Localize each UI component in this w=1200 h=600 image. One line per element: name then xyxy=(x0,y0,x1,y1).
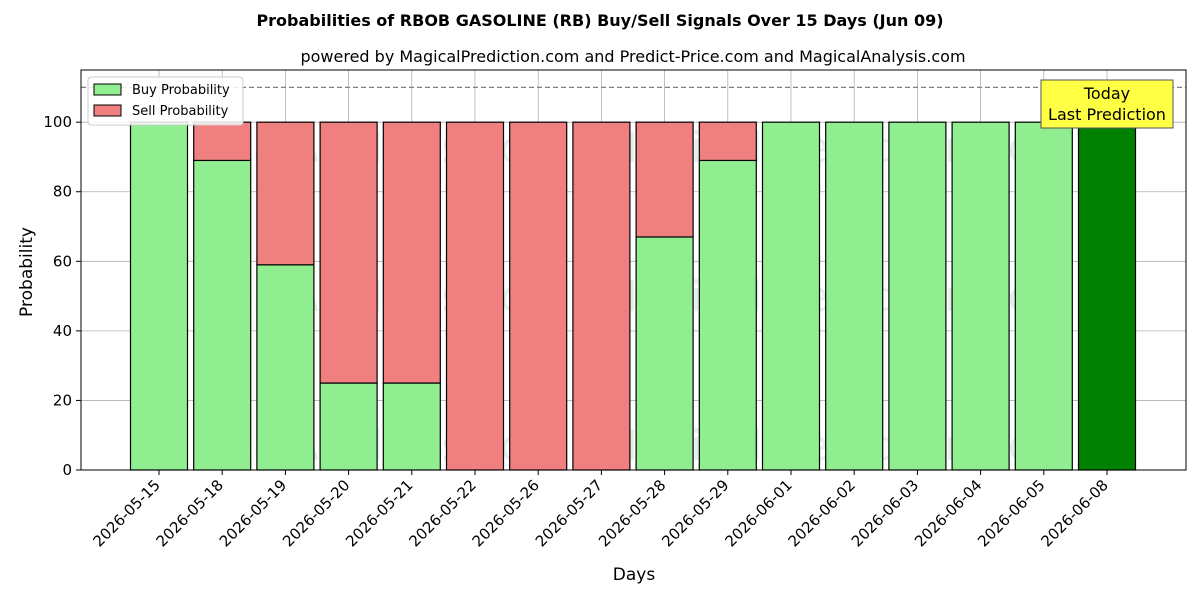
x-tick-label: 2026-05-18 xyxy=(153,476,227,550)
x-tick-label: 2026-05-27 xyxy=(532,476,606,550)
y-ticks: 0 20 40 60 80 100 xyxy=(43,113,81,479)
y-tick-label: 0 xyxy=(62,461,72,479)
bar-buy xyxy=(761,121,821,471)
today-label: Today xyxy=(1083,84,1130,103)
x-tick-label: 2026-05-22 xyxy=(405,476,479,550)
bar-sell xyxy=(256,121,315,266)
legend-swatch xyxy=(93,104,122,117)
bars xyxy=(129,121,1137,471)
x-tick-label: 2026-06-02 xyxy=(785,476,859,550)
x-tick-label: 2026-05-26 xyxy=(469,476,543,550)
bar-sell xyxy=(319,121,378,384)
x-ticks: 2026-05-152026-05-182026-05-192026-05-20… xyxy=(89,470,1112,550)
today-annotation: Today Last Prediction xyxy=(1040,79,1174,129)
plot-frame xyxy=(80,69,1187,471)
x-tick-label: 2026-05-21 xyxy=(342,476,416,550)
x-tick-label: 2026-05-28 xyxy=(595,476,669,550)
bar-sell xyxy=(635,121,694,238)
bar-buy xyxy=(1077,121,1137,471)
bar-buy xyxy=(129,121,189,471)
legend-box xyxy=(87,76,244,126)
x-tick-label: 2026-05-15 xyxy=(89,476,163,550)
y-tick-label: 20 xyxy=(53,391,72,409)
y-tick-label: 60 xyxy=(53,252,72,270)
bar-buy xyxy=(256,264,315,471)
x-tick-label: 2026-06-04 xyxy=(911,476,985,550)
x-tick-label: 2026-05-19 xyxy=(216,476,290,550)
y-axis-label: Probability xyxy=(17,227,37,317)
bar-sell xyxy=(698,121,757,162)
bar-buy xyxy=(382,382,441,471)
y-tick-label: 40 xyxy=(53,322,72,340)
x-axis-label: Days xyxy=(613,565,656,585)
x-tick-label: 2026-05-29 xyxy=(658,476,732,550)
axes xyxy=(80,69,1187,471)
bar-sell xyxy=(445,121,505,471)
legend-label: Buy Probability xyxy=(132,83,230,98)
bar-buy xyxy=(193,159,252,471)
today-annotation-box xyxy=(1040,79,1174,129)
last-prediction-label: Last Prediction xyxy=(1048,105,1166,124)
bar-buy xyxy=(319,382,378,471)
bar-buy xyxy=(825,121,884,471)
chart-subtitle: powered by MagicalPrediction.com and Pre… xyxy=(300,47,965,66)
legend-label: Sell Probability xyxy=(132,104,229,119)
bar-buy xyxy=(1014,121,1073,471)
bar-sell xyxy=(509,121,568,471)
y-tick-label: 80 xyxy=(53,183,72,201)
x-tick-label: 2026-06-08 xyxy=(1037,476,1111,550)
bar-buy xyxy=(698,159,757,471)
legend-swatch xyxy=(93,83,122,96)
legend: Buy Probability Sell Probability xyxy=(87,76,244,126)
chart-title: Probabilities of RBOB GASOLINE (RB) Buy/… xyxy=(256,11,943,30)
y-tick-label: 100 xyxy=(43,113,72,131)
bar-sell xyxy=(193,121,252,162)
bar-buy xyxy=(888,121,947,471)
bar-buy xyxy=(635,236,694,471)
bar-sell xyxy=(382,121,441,384)
x-tick-label: 2026-06-05 xyxy=(974,476,1048,550)
bar-buy xyxy=(951,121,1010,471)
x-tick-label: 2026-05-20 xyxy=(279,476,353,550)
x-tick-label: 2026-06-03 xyxy=(848,476,922,550)
x-tick-label: 2026-06-01 xyxy=(721,476,795,550)
bar-sell xyxy=(572,121,631,471)
